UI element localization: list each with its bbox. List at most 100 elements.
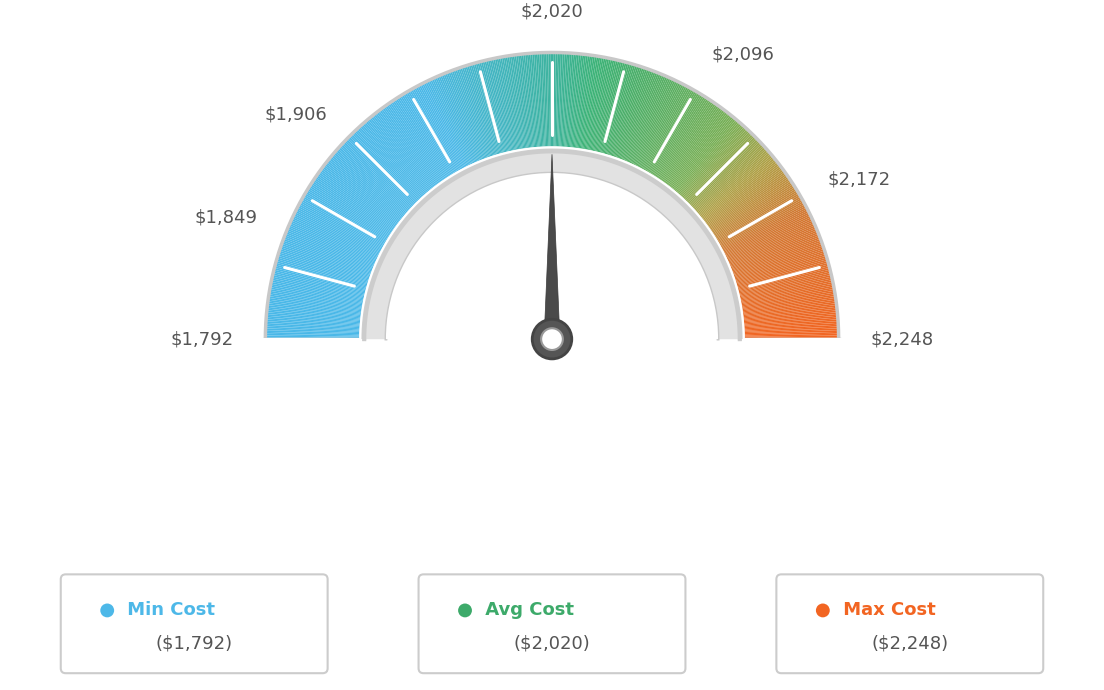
Wedge shape [448, 71, 484, 159]
Wedge shape [745, 335, 839, 338]
Wedge shape [344, 140, 413, 206]
Wedge shape [697, 150, 768, 213]
Wedge shape [711, 177, 789, 230]
Wedge shape [275, 263, 367, 289]
Polygon shape [261, 338, 843, 344]
Wedge shape [701, 158, 775, 218]
Wedge shape [272, 277, 364, 298]
Wedge shape [729, 225, 816, 264]
Wedge shape [385, 105, 440, 182]
Wedge shape [543, 52, 548, 146]
Wedge shape [692, 141, 761, 207]
Wedge shape [740, 271, 831, 295]
Wedge shape [454, 70, 487, 158]
Wedge shape [287, 227, 374, 265]
Wedge shape [588, 57, 607, 150]
Wedge shape [607, 64, 636, 155]
Wedge shape [353, 131, 420, 200]
Wedge shape [285, 234, 373, 269]
Wedge shape [694, 146, 765, 210]
Wedge shape [623, 72, 659, 160]
Wedge shape [407, 90, 456, 172]
Wedge shape [743, 307, 837, 319]
Wedge shape [655, 96, 705, 177]
Wedge shape [509, 55, 524, 148]
Wedge shape [326, 162, 401, 221]
Wedge shape [468, 64, 497, 155]
Wedge shape [739, 266, 829, 291]
Circle shape [458, 604, 471, 618]
Wedge shape [286, 230, 373, 267]
Wedge shape [267, 305, 361, 317]
Wedge shape [395, 98, 448, 178]
Wedge shape [279, 249, 369, 279]
Wedge shape [735, 250, 825, 281]
Wedge shape [708, 169, 784, 226]
Wedge shape [688, 137, 756, 204]
Wedge shape [744, 312, 838, 322]
Wedge shape [273, 271, 364, 295]
Wedge shape [630, 77, 671, 164]
Wedge shape [606, 64, 634, 155]
Wedge shape [322, 166, 399, 224]
Wedge shape [274, 268, 365, 293]
Wedge shape [725, 215, 811, 257]
Wedge shape [266, 312, 360, 322]
Wedge shape [403, 93, 453, 175]
Wedge shape [580, 55, 595, 148]
Wedge shape [544, 52, 549, 146]
Wedge shape [330, 157, 403, 217]
Wedge shape [561, 52, 566, 146]
Wedge shape [410, 90, 457, 172]
Wedge shape [314, 178, 393, 232]
Wedge shape [294, 214, 379, 256]
Wedge shape [613, 67, 644, 157]
Wedge shape [713, 181, 792, 234]
Wedge shape [603, 62, 628, 153]
Wedge shape [449, 70, 485, 159]
Wedge shape [429, 79, 471, 165]
Wedge shape [659, 101, 713, 179]
Wedge shape [270, 286, 363, 304]
Wedge shape [355, 129, 421, 199]
Wedge shape [690, 139, 758, 206]
Wedge shape [443, 73, 480, 161]
Wedge shape [276, 261, 367, 288]
Wedge shape [328, 159, 402, 219]
Wedge shape [338, 147, 410, 210]
Wedge shape [590, 58, 609, 150]
Wedge shape [702, 159, 776, 219]
Wedge shape [671, 114, 731, 188]
Wedge shape [737, 263, 829, 289]
Wedge shape [302, 197, 385, 244]
Wedge shape [550, 52, 552, 146]
Wedge shape [270, 282, 363, 302]
Wedge shape [667, 108, 723, 185]
Wedge shape [346, 139, 414, 206]
Wedge shape [268, 294, 362, 310]
Circle shape [100, 604, 114, 618]
Wedge shape [740, 275, 831, 297]
Wedge shape [432, 78, 473, 164]
Wedge shape [654, 95, 704, 176]
Wedge shape [714, 186, 795, 237]
Wedge shape [731, 234, 819, 269]
Wedge shape [694, 147, 766, 210]
Wedge shape [464, 66, 493, 156]
FancyBboxPatch shape [776, 574, 1043, 673]
Text: $2,096: $2,096 [711, 46, 774, 63]
Wedge shape [705, 165, 781, 223]
Wedge shape [563, 53, 570, 147]
Wedge shape [736, 254, 826, 283]
Wedge shape [614, 68, 646, 157]
Wedge shape [342, 143, 412, 208]
Wedge shape [628, 76, 668, 163]
Wedge shape [741, 286, 834, 304]
Wedge shape [718, 193, 799, 242]
Wedge shape [305, 193, 386, 242]
Wedge shape [306, 190, 388, 240]
Wedge shape [593, 59, 615, 151]
Wedge shape [634, 80, 676, 165]
Wedge shape [728, 220, 814, 260]
Wedge shape [709, 172, 786, 228]
